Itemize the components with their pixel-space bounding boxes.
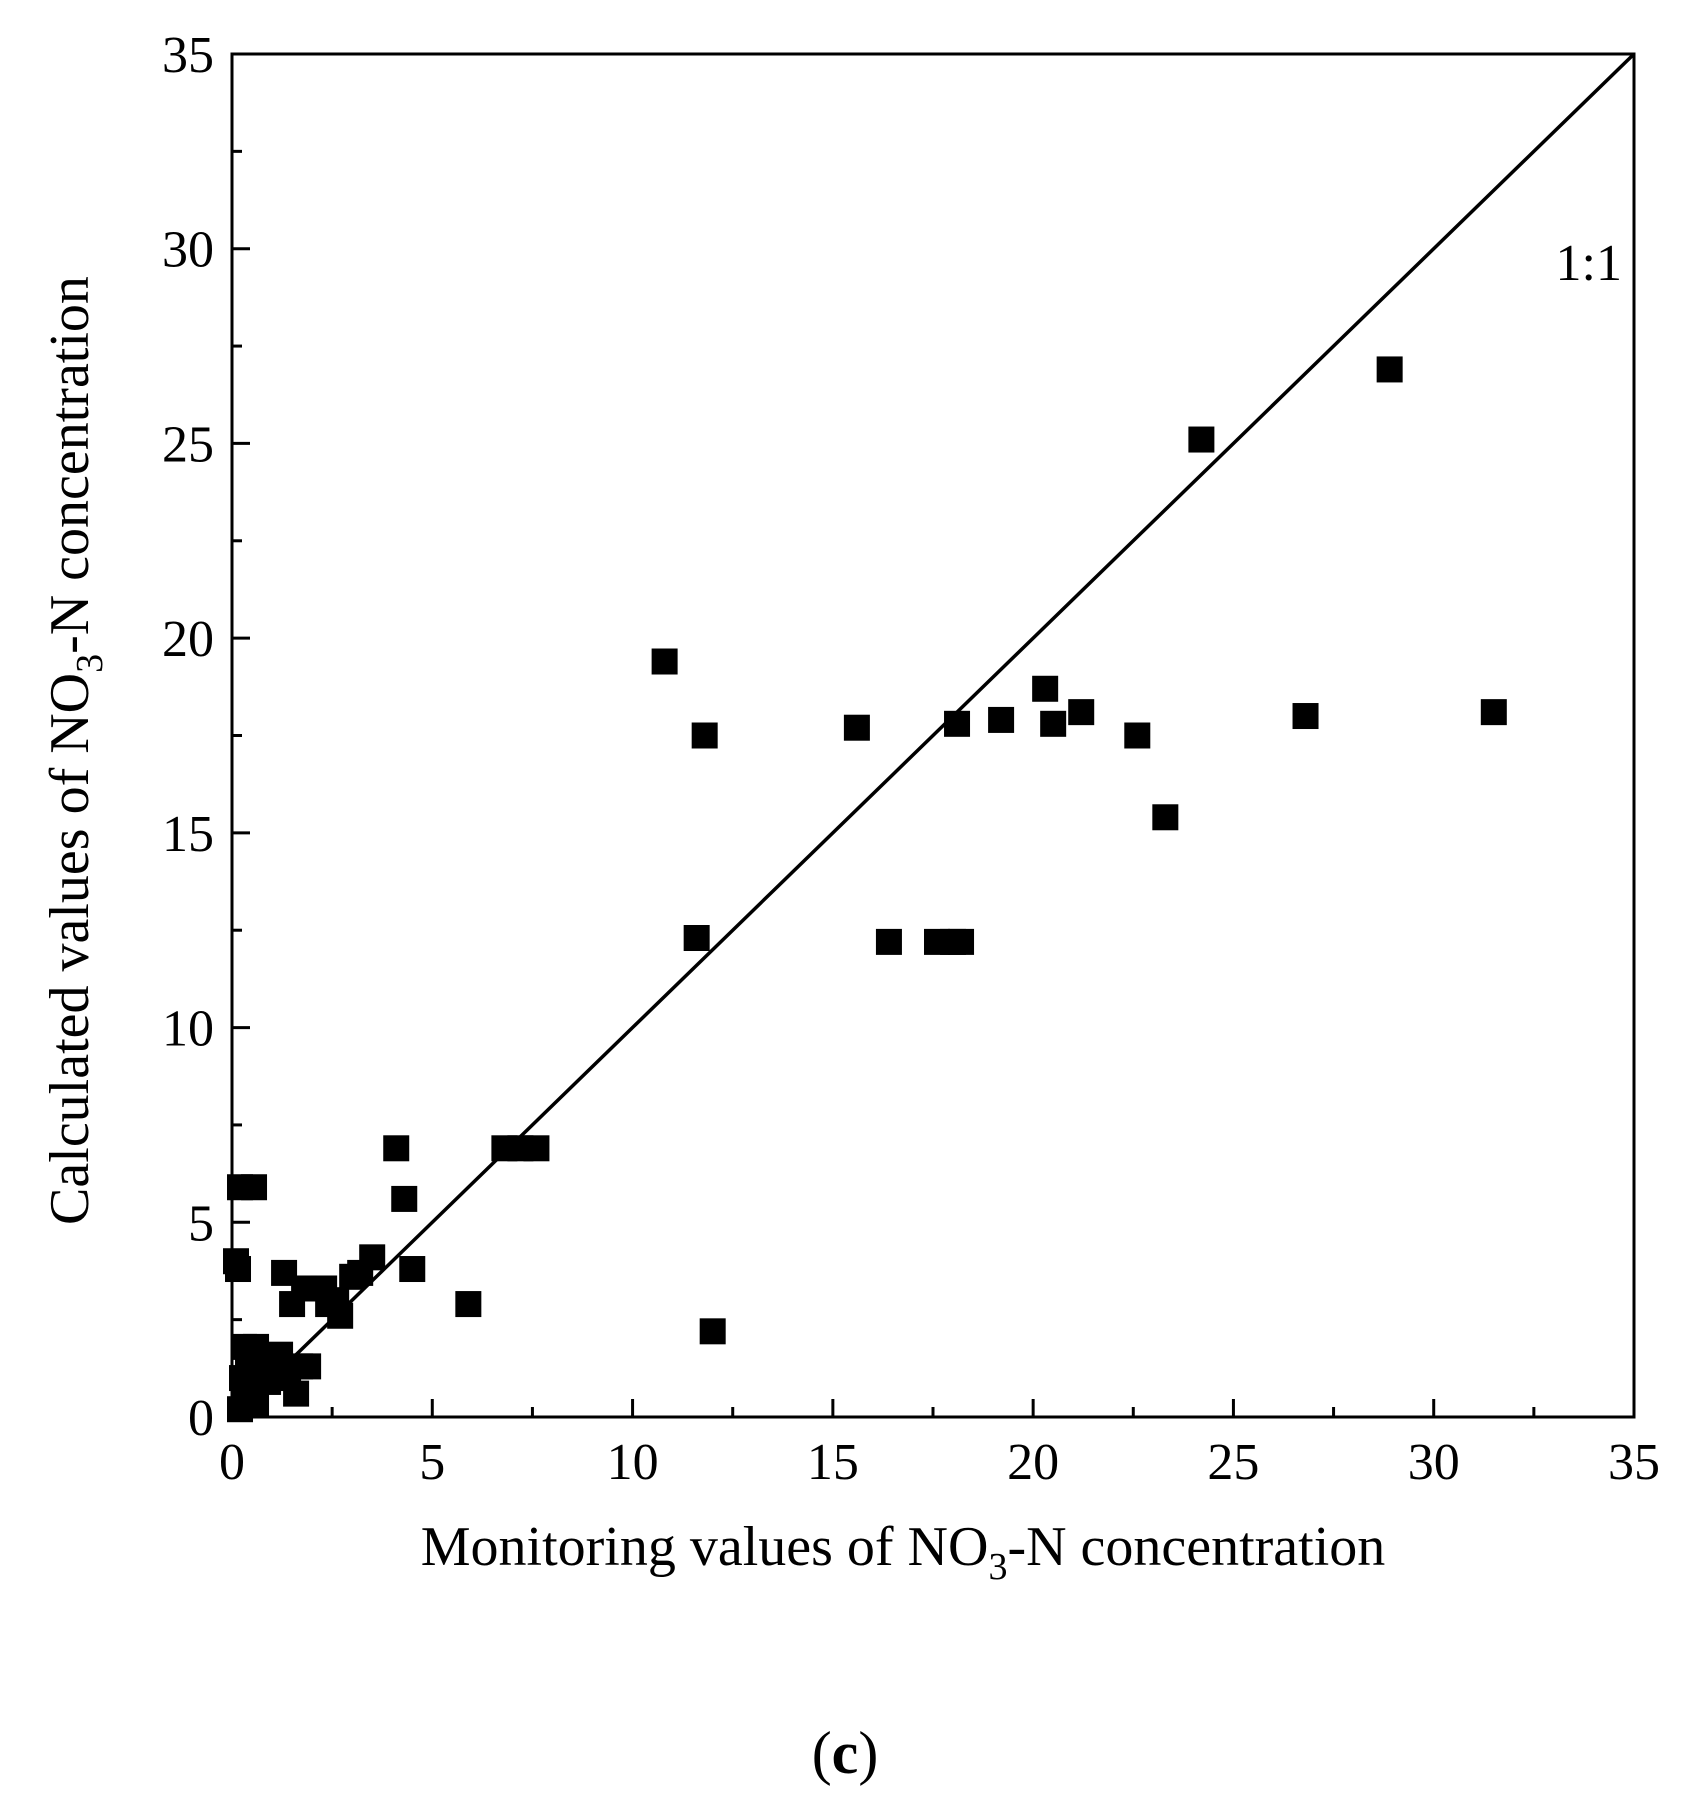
panel-label-open: (: [812, 1720, 832, 1786]
y-tick-label: 35: [162, 27, 214, 84]
data-point: [523, 1135, 550, 1162]
plot-area: [230, 52, 1636, 1419]
y-tick-label: 25: [162, 416, 214, 473]
x-axis-title-rest: -N concentration: [1007, 1516, 1385, 1578]
y-axis-title-main: Calculated values of NO: [39, 673, 101, 1225]
y-tick-label: 20: [162, 611, 214, 668]
data-point: [699, 1318, 726, 1345]
x-tick-label: 25: [1207, 1434, 1259, 1491]
data-point: [843, 714, 870, 741]
data-point: [1480, 699, 1507, 726]
data-point: [1292, 703, 1319, 730]
reference-line-1-1: [230, 52, 1636, 1419]
panel-label-letter: c: [832, 1720, 859, 1786]
data-point: [391, 1185, 418, 1212]
x-axis: 0 5 10 15 20 25 30 35: [219, 1399, 1660, 1491]
x-axis-title: Monitoring values of NO3-N concentration: [421, 1516, 1386, 1588]
data-point: [227, 1396, 254, 1423]
data-point: [683, 925, 710, 952]
data-point: [1040, 710, 1067, 737]
data-point: [327, 1302, 354, 1329]
x-tick-label: 10: [607, 1434, 659, 1491]
y-axis: 0 5 10 15 20 25 30 35: [162, 27, 250, 1447]
y-axis-title-subscript: 3: [69, 654, 111, 673]
y-tick-label: 30: [162, 222, 214, 279]
y-tick-label: 0: [188, 1390, 214, 1447]
data-point: [455, 1291, 482, 1318]
y-tick-label: 5: [188, 1195, 214, 1252]
data-point: [399, 1256, 426, 1283]
data-point: [944, 710, 971, 737]
data-point: [283, 1380, 310, 1407]
data-point: [225, 1256, 252, 1283]
x-tick-label: 30: [1408, 1434, 1460, 1491]
reference-line-label: 1:1: [1556, 235, 1622, 292]
x-tick-label: 15: [807, 1434, 859, 1491]
data-markers: [223, 356, 1507, 1423]
x-tick-label: 35: [1608, 1434, 1660, 1491]
y-axis-title: Calculated values of NO3-N concentration: [39, 276, 111, 1225]
data-point: [359, 1244, 386, 1271]
data-point: [691, 722, 718, 749]
x-axis-title-main: Monitoring values of NO: [421, 1516, 989, 1578]
y-tick-label: 10: [162, 1001, 214, 1058]
data-point: [1068, 699, 1095, 726]
data-point: [295, 1353, 322, 1380]
data-point: [1124, 722, 1151, 749]
x-tick-label: 20: [1007, 1434, 1059, 1491]
data-point: [988, 706, 1015, 733]
x-tick-label: 0: [219, 1434, 245, 1491]
data-point: [383, 1135, 410, 1162]
data-point: [948, 928, 975, 955]
data-point: [241, 1174, 268, 1201]
data-point: [1188, 426, 1215, 453]
panel-label-close: ): [858, 1720, 878, 1786]
data-point: [875, 928, 902, 955]
data-point: [1032, 675, 1059, 702]
data-point: [651, 648, 678, 675]
y-axis-title-rest: -N concentration: [39, 276, 101, 654]
data-point: [1376, 356, 1403, 383]
x-tick-label: 5: [419, 1434, 445, 1491]
y-tick-label: 15: [162, 806, 214, 863]
x-axis-title-subscript: 3: [988, 1546, 1007, 1588]
panel-label: (c): [812, 1720, 879, 1786]
data-point: [1152, 804, 1179, 831]
